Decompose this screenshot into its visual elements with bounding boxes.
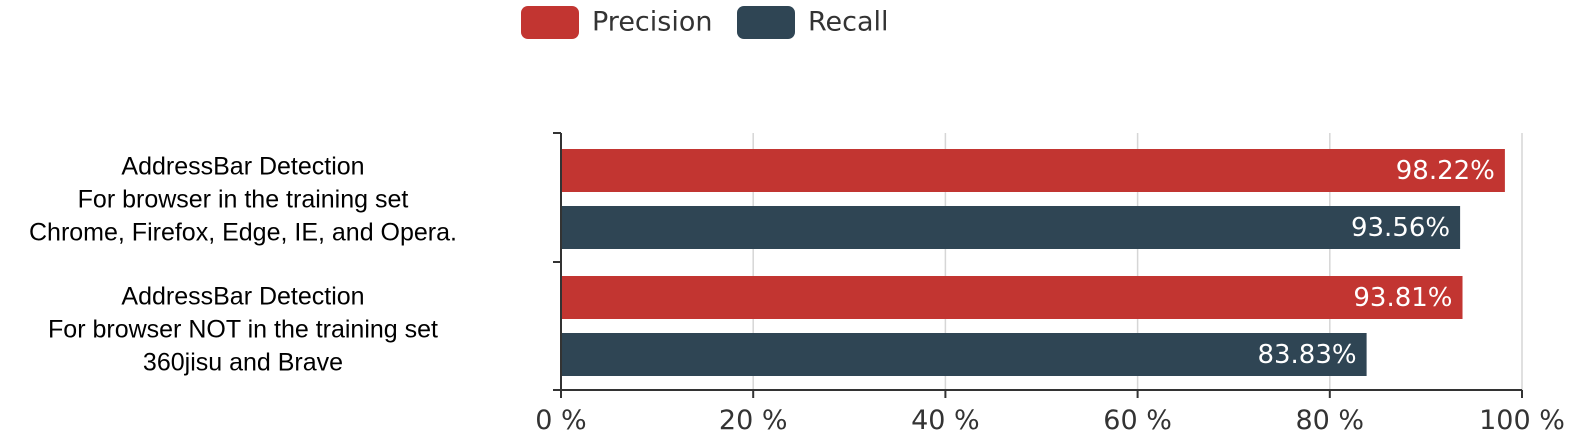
category-labels: AddressBar Detection For browser in the t… (29, 153, 457, 377)
bar-recall (561, 333, 1367, 376)
bars (561, 149, 1505, 376)
legend-label-recall: Recall (808, 7, 889, 38)
category-label-line: For browser NOT in the training set (48, 316, 438, 344)
category-label-line: AddressBar Detection (121, 153, 364, 181)
legend-swatch-precision (521, 6, 579, 39)
axes (553, 132, 1523, 398)
category-label-line: AddressBar Detection (121, 283, 364, 311)
x-tick-label: 0 % (535, 405, 586, 436)
x-tick-label: 100 % (1479, 405, 1565, 436)
bar-recall (561, 206, 1461, 249)
category-label-line: Chrome, Firefox, Edge, IE, and Opera. (29, 219, 457, 247)
category-label-line: 360jisu and Brave (143, 349, 343, 377)
legend-label-precision: Precision (592, 7, 712, 38)
x-tick-label: 40 % (911, 405, 980, 436)
bar-value-label: 83.83% (1257, 340, 1356, 370)
bar-value-label: 98.22% (1396, 156, 1495, 186)
x-tick-label: 20 % (719, 405, 788, 436)
legend-swatch-recall (737, 6, 795, 39)
bar-precision (561, 276, 1463, 319)
x-tick-label: 80 % (1295, 405, 1364, 436)
bar-value-label: 93.56% (1351, 213, 1450, 243)
legend: Precision Recall (521, 6, 889, 39)
category-label-line: For browser in the training set (78, 186, 409, 214)
bar-value-label: 93.81% (1353, 283, 1452, 313)
x-tick-label: 60 % (1103, 405, 1172, 436)
bar-precision (561, 149, 1505, 192)
bar-labels: 98.22% 93.56% 93.81% 83.83% (1257, 156, 1494, 370)
x-tick-labels: 0 % 20 % 40 % 60 % 80 % 100 % (535, 405, 1565, 436)
